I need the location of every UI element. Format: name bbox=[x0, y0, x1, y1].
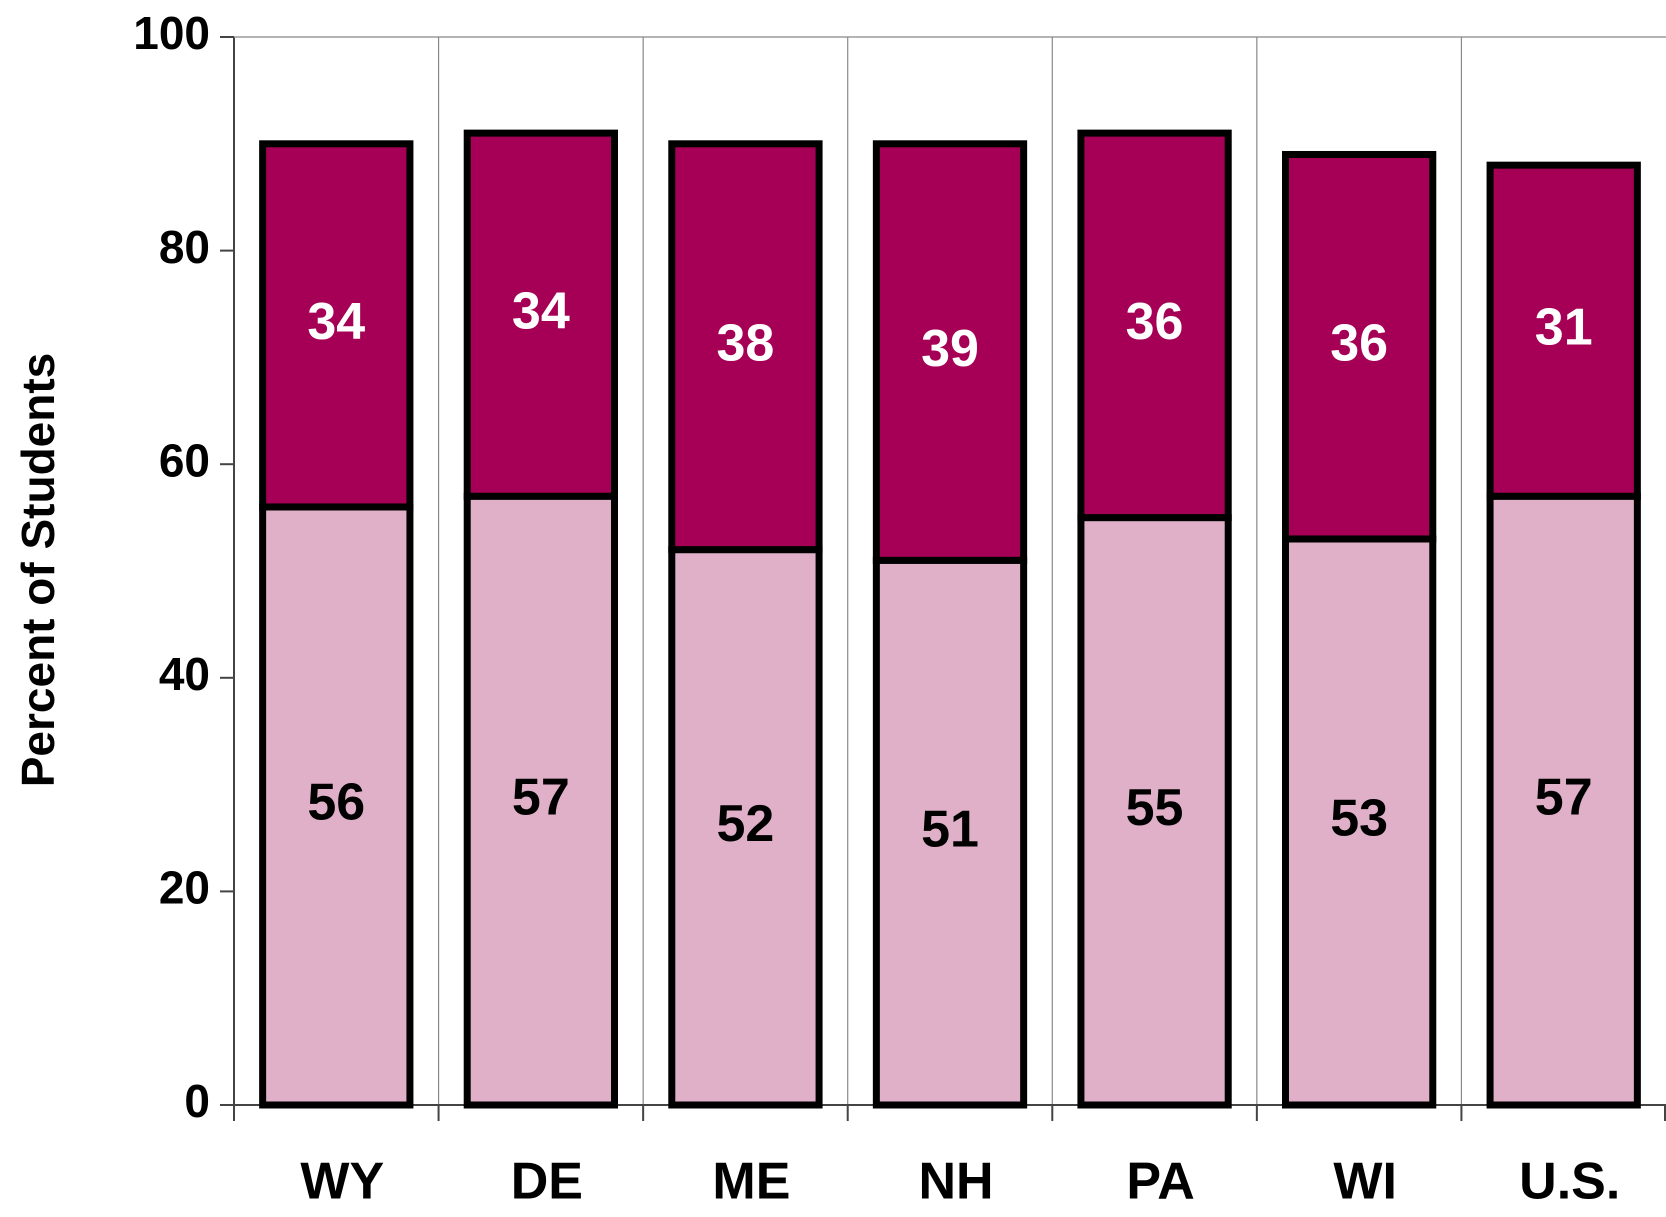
value-label: 57 bbox=[1535, 768, 1593, 826]
bar-segment bbox=[1486, 161, 1641, 500]
value-label: 57 bbox=[512, 768, 570, 826]
value-label: 52 bbox=[717, 795, 775, 853]
x-tick-label: DE bbox=[511, 1153, 583, 1211]
y-tick-label: 100 bbox=[133, 7, 210, 59]
bar-segment bbox=[1077, 129, 1232, 522]
bar-segment bbox=[259, 140, 414, 511]
bar-segment bbox=[1077, 514, 1232, 1109]
y-tick-label: 0 bbox=[184, 1075, 210, 1127]
y-tick-label: 80 bbox=[159, 221, 210, 273]
bar-segment bbox=[463, 492, 619, 1109]
value-label: 55 bbox=[1126, 779, 1184, 837]
value-label: 36 bbox=[1126, 293, 1184, 351]
y-tick-label: 60 bbox=[159, 434, 210, 486]
value-label: 39 bbox=[921, 320, 979, 378]
bar-segment bbox=[463, 129, 619, 500]
x-tick-label: ME bbox=[712, 1153, 790, 1211]
value-label: 34 bbox=[512, 282, 570, 340]
y-tick-label: 20 bbox=[159, 862, 210, 914]
value-label: 53 bbox=[1330, 790, 1388, 848]
x-tick-label: U.S. bbox=[1519, 1153, 1620, 1211]
bar-segment bbox=[1486, 492, 1641, 1109]
value-label: 51 bbox=[921, 800, 979, 858]
bar-segment bbox=[872, 140, 1028, 564]
x-tick-label: WY bbox=[300, 1153, 384, 1211]
bar-segment bbox=[1281, 150, 1437, 543]
value-label: 34 bbox=[307, 293, 365, 351]
value-label: 38 bbox=[717, 314, 775, 372]
x-tick-label: NH bbox=[918, 1153, 993, 1211]
value-label: 36 bbox=[1330, 314, 1388, 372]
y-axis-label: Percent of Students bbox=[12, 353, 64, 788]
bar-segment bbox=[668, 140, 823, 554]
x-tick-label: WI bbox=[1333, 1153, 1397, 1211]
bar-segment bbox=[668, 546, 823, 1109]
y-tick-label: 40 bbox=[159, 648, 210, 700]
bar-segment bbox=[872, 556, 1028, 1109]
x-tick-label: PA bbox=[1126, 1153, 1194, 1211]
value-label: 31 bbox=[1535, 298, 1593, 356]
value-label: 56 bbox=[307, 774, 365, 832]
bar-segment bbox=[259, 503, 414, 1109]
